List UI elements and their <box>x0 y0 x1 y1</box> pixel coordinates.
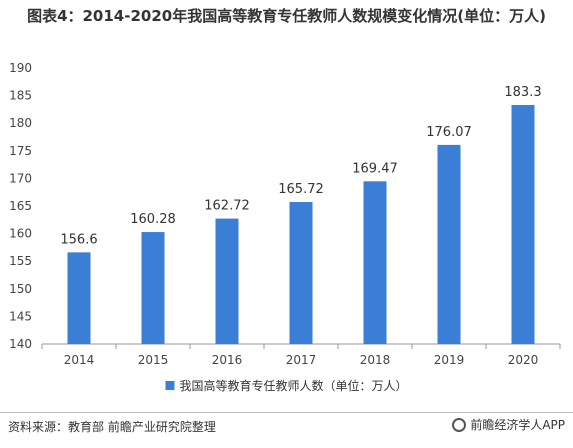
bar <box>215 218 239 344</box>
x-tick-label: 2015 <box>138 353 169 367</box>
bar <box>141 232 165 344</box>
data-label: 160.28 <box>130 212 176 227</box>
y-tick-label: 175 <box>9 144 32 158</box>
x-tick-label: 2017 <box>286 353 317 367</box>
source-note: 资料来源：教育部 前瞻产业研究院整理 <box>8 420 216 434</box>
bars <box>67 104 535 344</box>
x-axis: 2014 2015 2016 2017 2018 2019 2020 <box>41 343 561 367</box>
y-tick-label: 140 <box>9 337 32 351</box>
y-axis: 140 145 150 155 160 165 170 175 180 185 190 <box>9 61 32 351</box>
x-tick-label: 2014 <box>64 353 95 367</box>
brand: 前瞻经济学人APP <box>452 416 565 433</box>
y-tick-label: 185 <box>9 89 32 103</box>
x-tick-label: 2020 <box>508 353 539 367</box>
y-tick-label: 180 <box>9 116 32 130</box>
x-tick-label: 2016 <box>212 353 243 367</box>
brand-logo-icon <box>452 417 467 432</box>
y-tick-label: 155 <box>9 254 32 268</box>
legend: 我国高等教育专任教师人数（单位：万人） <box>165 378 408 393</box>
data-label: 156.6 <box>60 232 97 247</box>
brand-name: 前瞻经济学人APP <box>470 418 565 432</box>
data-label: 165.72 <box>278 182 324 197</box>
data-label: 176.07 <box>426 125 472 140</box>
bar <box>289 202 313 344</box>
legend-label: 我国高等教育专任教师人数（单位：万人） <box>179 378 407 393</box>
y-tick-label: 165 <box>9 199 32 213</box>
y-tick-label: 170 <box>9 171 32 185</box>
bar <box>437 144 461 344</box>
y-tick-label: 160 <box>9 227 32 241</box>
legend-swatch <box>165 381 175 390</box>
bar <box>511 104 535 344</box>
data-labels: 156.6 160.28 162.72 165.72 169.47 176.07 183.3 <box>60 85 541 247</box>
x-tick-label: 2019 <box>434 353 465 367</box>
footer-divider <box>0 412 573 413</box>
data-label: 169.47 <box>352 161 398 176</box>
data-label: 183.3 <box>504 85 541 100</box>
x-tick-label: 2018 <box>360 353 391 367</box>
y-tick-label: 145 <box>9 309 32 323</box>
bar <box>67 252 91 344</box>
bar <box>363 181 387 344</box>
chart-title: 图表4：2014-2020年我国高等教育专任教师人数规模变化情况(单位：万人) <box>27 7 546 25</box>
y-tick-label: 150 <box>9 282 32 296</box>
y-tick-label: 190 <box>9 61 32 75</box>
data-label: 162.72 <box>204 199 250 214</box>
